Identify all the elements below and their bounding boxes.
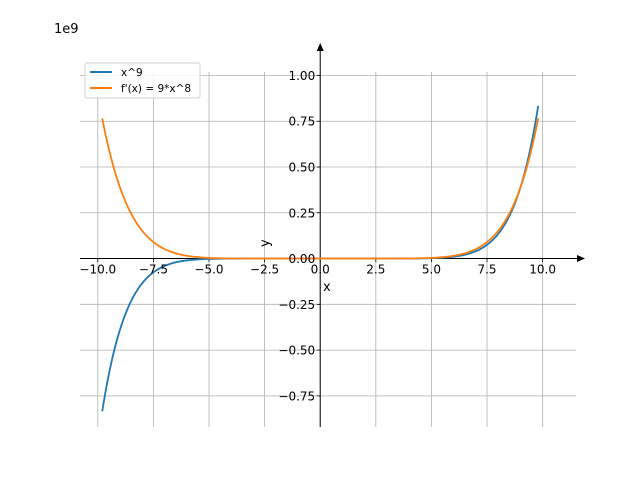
x-tick-label: 5.0 (422, 263, 441, 277)
x-tick-label: 7.5 (477, 263, 496, 277)
x-tick-label: 10.0 (529, 263, 556, 277)
y-axis-label: y (258, 239, 273, 247)
x-tick-label: −7.5 (139, 263, 168, 277)
x-tick-label: 0.0 (311, 263, 330, 277)
x-axis-arrow (577, 255, 585, 263)
legend-box (84, 62, 201, 99)
y-tick-label: 0.50 (288, 161, 315, 175)
y-tick-label: −0.75 (278, 389, 315, 403)
y-tick-label: 0.25 (288, 206, 315, 220)
y-axis-arrow (316, 43, 324, 51)
x-tick-label: −10.0 (79, 263, 116, 277)
tick-labels: −10.0 −7.5 −5.0 −2.5 0.0 2.5 5.0 7.5 10.0 −0.75 −0… (79, 69, 556, 403)
y-tick-label: 0.00 (288, 252, 315, 266)
x-axis-label: x (323, 280, 331, 295)
y-tick-label: 0.75 (288, 115, 315, 129)
axes (80, 43, 585, 427)
y-offset-text: 1e9 (54, 22, 79, 37)
x-tick-label: 2.5 (366, 263, 385, 277)
y-tick-label: 1.00 (288, 69, 315, 83)
legend-label-series-2: f'(x) = 9*x^8 (121, 83, 191, 95)
grid (80, 72, 576, 427)
legend-label-series-1: x^9 (121, 67, 143, 79)
series-line-2 (101, 118, 540, 260)
y-tick-label: −0.50 (278, 344, 315, 358)
y-tick-label: −0.25 (278, 298, 315, 312)
legend: x^9 f'(x) = 9*x^8 (84, 62, 201, 99)
x-tick-label: −2.5 (250, 263, 279, 277)
x-tick-label: −5.0 (194, 263, 223, 277)
series-layer (101, 105, 540, 412)
